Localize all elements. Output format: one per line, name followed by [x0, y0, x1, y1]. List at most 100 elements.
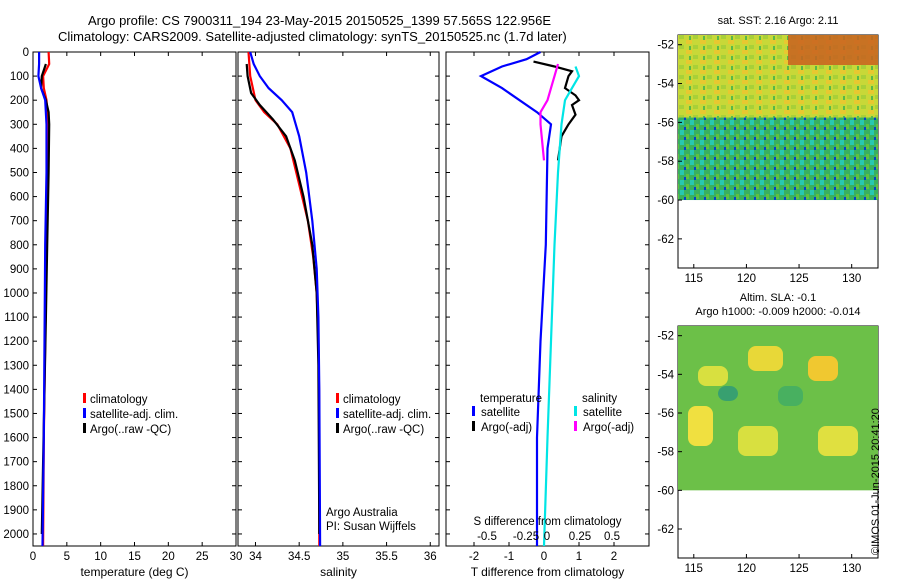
x-tick-label: 2	[611, 551, 617, 563]
map-y-tick-label: -52	[657, 331, 674, 343]
y-tick-label: 1100	[4, 312, 29, 324]
map-y-tick-label: -62	[657, 234, 674, 246]
series-line-temperature-argo-adj-	[533, 60, 581, 161]
legend-group-title: salinity	[582, 393, 617, 405]
y-tick-label: 200	[10, 95, 29, 107]
y-tick-label: 1300	[3, 360, 29, 372]
legend-swatch	[83, 408, 86, 418]
y-tick-label: 1900	[3, 505, 29, 517]
plot-frame	[237, 51, 440, 547]
map-y-tick-label: -54	[657, 79, 674, 91]
x-tick-label: 10	[94, 551, 107, 563]
y-tick-label: 700	[10, 216, 29, 228]
x-tick-label: 1	[576, 551, 582, 563]
legend-entry: Argo(-adj)	[481, 422, 532, 434]
profile-panel-1: 0100200300400500600700800900100011001200…	[3, 47, 242, 579]
y-tick-label: 1700	[3, 457, 29, 469]
x-axis-label: temperature (deg C)	[80, 565, 188, 579]
y-tick-label: 1500	[3, 408, 29, 420]
title-line-2: Climatology: CARS2009. Satellite-adjuste…	[58, 29, 567, 44]
secondary-tick-label: 0.25	[569, 531, 591, 543]
y-tick-label: 1200	[3, 336, 29, 348]
title-line-1: Argo profile: CS 7900311_194 23-May-2015…	[88, 13, 552, 28]
map-x-tick-label: 130	[842, 273, 861, 285]
legend-entry: satellite-adj. clim.	[343, 409, 431, 421]
y-tick-label: 2000	[3, 529, 29, 541]
map-panel-1: sat. SST: 2.16 Argo: 2.11 -52 -54 -56 -58 -60…	[657, 15, 879, 285]
legend-swatch	[336, 393, 339, 403]
sla-anomaly-blob	[778, 386, 803, 406]
legend-entry: climatology	[343, 394, 401, 406]
y-tick-label: 1000	[3, 288, 29, 300]
legend-swatch	[574, 421, 577, 431]
y-tick-label: 400	[10, 143, 29, 155]
sst-field-south	[678, 117, 878, 201]
legend-entry: satellite-adj. clim.	[90, 409, 178, 421]
y-tick-label: 1400	[3, 384, 29, 396]
map-y-tick-label: -58	[657, 156, 674, 168]
sla-anomaly-blob	[808, 356, 838, 381]
map-x-tick-label: 115	[685, 273, 703, 285]
y-tick-label: 1800	[3, 481, 29, 493]
secondary-tick-label: -0.25	[513, 531, 539, 543]
sla-anomaly-blob	[688, 406, 713, 446]
legend-swatch	[336, 423, 339, 433]
map-y-tick-label: -52	[657, 40, 674, 52]
sla-anomaly-blob	[698, 366, 728, 386]
warm-patch	[788, 35, 878, 65]
legend-entry: climatology	[90, 394, 148, 406]
secondary-tick-label: 0.5	[604, 531, 620, 543]
sla-anomaly-blob	[718, 386, 738, 401]
legend-swatch	[83, 393, 86, 403]
y-tick-label: 500	[10, 167, 29, 179]
y-tick-label: 600	[10, 192, 29, 204]
annotation-text: Argo Australia	[326, 507, 398, 519]
y-tick-label: 1600	[3, 433, 29, 445]
map-title: Altim. SLA: -0.1	[740, 292, 816, 304]
sla-anomaly-blob	[818, 426, 858, 456]
x-tick-label: 0	[30, 551, 36, 563]
map-subtitle: Argo h1000: -0.009 h2000: -0.014	[695, 306, 860, 318]
x-axis-label: T difference from climatology	[471, 565, 625, 579]
map-panel-2: Altim. SLA: -0.1 Argo h1000: -0.009 h2000…	[657, 292, 879, 575]
x-tick-label: 34.5	[288, 551, 310, 563]
series-line-salinity-argo-adj-	[539, 63, 560, 161]
timestamp-stamp: ©IMOS 01-Jun-2015 20:41:20	[870, 408, 882, 555]
plot-frame	[445, 51, 650, 547]
legend-swatch	[336, 408, 339, 418]
x-tick-label: 20	[162, 551, 175, 563]
series-line-satellite-adj-clim-	[37, 52, 48, 547]
series-line-temperature-satellite	[478, 51, 553, 546]
x-tick-label: 15	[128, 551, 141, 563]
map-x-tick-label: 120	[737, 273, 756, 285]
x-axis-label: salinity	[320, 565, 357, 579]
x-tick-label: 36	[424, 551, 437, 563]
map-y-tick-label: -54	[657, 369, 674, 381]
map-x-tick-label: 125	[789, 273, 808, 285]
x-tick-label: -1	[504, 551, 514, 563]
y-tick-label: 900	[10, 264, 29, 276]
x-tick-label: 35	[336, 551, 349, 563]
legend-swatch	[472, 421, 475, 431]
x-tick-label: 35.5	[375, 551, 397, 563]
y-tick-label: 0	[23, 47, 29, 59]
sla-anomaly-blob	[748, 346, 783, 371]
map-y-tick-label: -62	[657, 524, 674, 536]
x-tick-label: 0	[541, 551, 547, 563]
profile-panel-3: -2 -1 0 1 2 T difference from climatology temp…	[445, 51, 650, 579]
y-tick-label: 800	[10, 240, 29, 252]
secondary-tick-label: 0	[544, 531, 550, 543]
x-tick-label: 34	[249, 551, 262, 563]
legend-swatch	[472, 406, 475, 416]
map-y-tick-label: -60	[657, 195, 674, 207]
x-tick-label: 30	[230, 551, 243, 563]
map-x-tick-label: 115	[685, 563, 703, 575]
legend-group-title: temperature	[480, 393, 542, 405]
x-tick-label: 5	[64, 551, 70, 563]
map-y-tick-label: -60	[657, 485, 674, 497]
map-x-tick-label: 130	[842, 563, 861, 575]
profile-panel-2: 34 34.5 35 35.5 36 salinity climatology satelli…	[237, 51, 440, 579]
map-title: sat. SST: 2.16 Argo: 2.11	[718, 15, 839, 27]
legend-entry: satellite	[481, 407, 520, 419]
